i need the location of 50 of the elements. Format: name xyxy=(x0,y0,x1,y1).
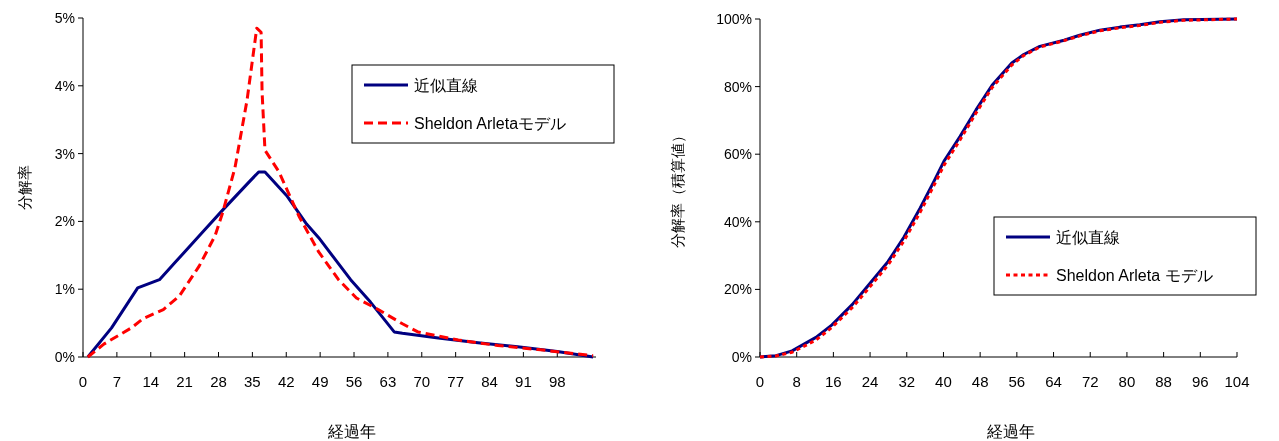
y-axis-title: 分解率 xyxy=(16,165,33,210)
y-tick-label: 20% xyxy=(723,281,752,298)
x-tick-label: 40 xyxy=(935,373,952,390)
x-tick-label: 64 xyxy=(1045,373,1062,390)
x-tick-label: 91 xyxy=(515,373,532,390)
y-tick-label: 1% xyxy=(54,281,75,298)
x-tick-label: 8 xyxy=(792,373,801,390)
x-tick-label: 16 xyxy=(825,373,842,390)
x-tick-label: 98 xyxy=(548,373,566,390)
x-tick-label: 80 xyxy=(1118,373,1136,390)
y-tick-label: 60% xyxy=(723,146,752,163)
line-series xyxy=(86,26,595,359)
x-tick-label: 48 xyxy=(971,373,989,390)
x-tick-label: 28 xyxy=(210,373,227,390)
x-tick-label: 24 xyxy=(861,373,879,390)
x-tick-label: 35 xyxy=(244,373,261,390)
x-tick-label: 0 xyxy=(755,373,765,390)
x-tick-label: 96 xyxy=(1191,373,1209,390)
x-tick-label: 104 xyxy=(1224,373,1250,390)
legend-label: Sheldon Arleta モデル xyxy=(1056,267,1213,284)
x-tick-label: 84 xyxy=(481,373,498,390)
y-tick-label: 5% xyxy=(54,10,75,26)
x-tick-label: 14 xyxy=(142,373,160,390)
y-axis-title: 分解率（積算値） xyxy=(669,128,686,248)
x-tick-label: 72 xyxy=(1081,373,1099,390)
x-tick-label: 21 xyxy=(176,373,193,390)
legend-label: 近似直線 xyxy=(414,77,478,94)
x-tick-label: 70 xyxy=(413,373,431,390)
y-tick-label: 3% xyxy=(54,145,75,162)
legend-label: Sheldon Arletaモデル xyxy=(414,115,567,132)
y-tick-label: 80% xyxy=(723,78,752,95)
x-tick-label: 88 xyxy=(1155,373,1172,390)
x-axis-title: 経過年 xyxy=(326,423,376,440)
x-tick-label: 63 xyxy=(379,373,397,390)
y-tick-label: 4% xyxy=(54,77,75,94)
x-tick-label: 56 xyxy=(345,373,363,390)
x-tick-label: 0 xyxy=(78,373,88,390)
x-tick-label: 32 xyxy=(898,373,916,390)
x-tick-label: 49 xyxy=(311,373,329,390)
x-axis-title: 経過年 xyxy=(985,423,1035,440)
y-tick-label: 0% xyxy=(731,349,752,365)
x-tick-label: 42 xyxy=(277,373,295,390)
y-tick-label: 0% xyxy=(54,349,75,365)
legend-label: 近似直線 xyxy=(1056,229,1120,246)
x-tick-label: 77 xyxy=(447,373,464,390)
y-tick-label: 100% xyxy=(716,11,752,27)
y-tick-label: 40% xyxy=(723,213,752,230)
x-tick-label: 7 xyxy=(112,373,122,390)
y-tick-label: 2% xyxy=(54,213,75,230)
x-tick-label: 56 xyxy=(1008,373,1026,390)
